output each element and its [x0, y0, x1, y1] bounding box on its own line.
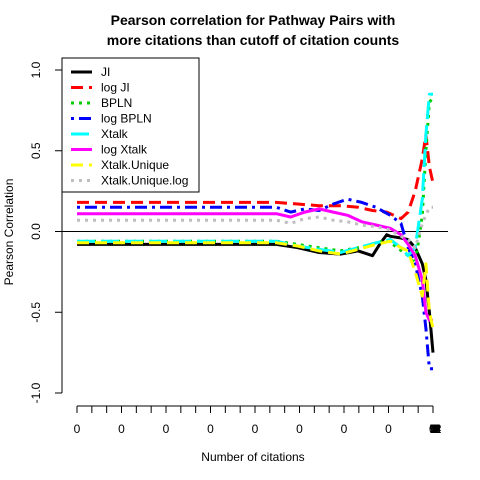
y-tick-label: -0.5	[29, 302, 43, 323]
series-line-log-xtalk	[77, 207, 433, 322]
y-axis-label: Pearson Correlation	[2, 179, 16, 286]
y-tick-label: 1.0	[29, 61, 43, 78]
legend-label: log Xtalk	[101, 143, 148, 157]
x-tick-label: 0	[207, 422, 214, 436]
x-tick-label: 0	[385, 422, 392, 436]
x-axis: 0 0 0 0 0 0 0 0 0.05263157894736842	[74, 405, 442, 436]
legend-label: BPLN	[101, 96, 132, 110]
x-tick-label: 0.05263157894736842	[429, 422, 442, 436]
legend-label: log BPLN	[101, 112, 152, 126]
x-tick-label: 0	[163, 422, 170, 436]
x-tick-label: 0	[296, 422, 303, 436]
x-tick-label: 0	[118, 422, 125, 436]
y-tick-label: 0.0	[29, 223, 43, 240]
y-axis: 1.0 0.5 0.0 -0.5 -1.0	[29, 61, 63, 403]
series-line-xtalk-unique	[77, 239, 435, 329]
x-axis-label: Number of citations	[201, 450, 304, 464]
chart-title: Pearson correlation for Pathway Pairs wi…	[107, 12, 400, 48]
chart-title-line-2: more citations than cutoff of citation c…	[107, 32, 400, 48]
legend-label: log JI	[101, 81, 130, 95]
x-tick-label: 0	[252, 422, 259, 436]
legend-label: Xtalk.Unique	[101, 158, 169, 172]
x-tick-label: 0	[74, 422, 81, 436]
y-tick-label: -1.0	[29, 382, 43, 403]
series-line-xtalk	[77, 92, 433, 258]
series-line-bpln	[77, 96, 435, 266]
x-tick-label: 0	[341, 422, 348, 436]
series-layer	[77, 92, 435, 371]
chart-title-line-1: Pearson correlation for Pathway Pairs wi…	[111, 12, 396, 28]
legend-label: Xtalk	[101, 127, 129, 141]
legend-label: Xtalk.Unique.log	[101, 174, 188, 188]
y-tick-label: 0.5	[29, 142, 43, 159]
series-line-ji	[77, 233, 435, 353]
legend-box	[61, 57, 200, 193]
legend-label: JI	[101, 65, 110, 79]
